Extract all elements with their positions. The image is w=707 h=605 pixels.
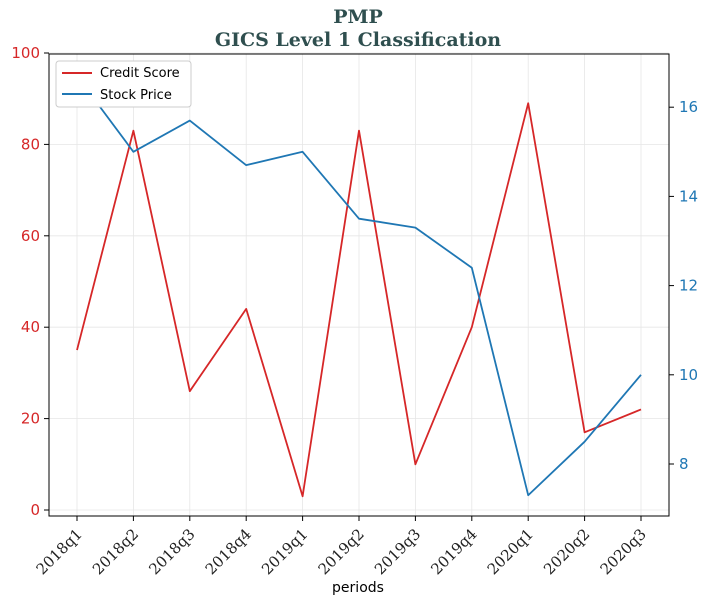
left-tick-label: 20: [21, 410, 40, 428]
x-tick-label: 2019q1: [258, 525, 311, 578]
grid: [49, 52, 669, 516]
x-tick-label: 2018q3: [145, 525, 198, 578]
legend-label-stock-price: Stock Price: [100, 88, 172, 103]
left-tick-label: 0: [30, 501, 40, 519]
legend: Credit Score Stock Price: [55, 60, 192, 108]
series-layer: [76, 75, 642, 498]
series-line-stock-price: [76, 75, 642, 497]
x-tick-label: 2019q4: [427, 525, 480, 578]
x-axis: 2018q1 2018q2 2018q3 2018q4 2019q1 2019q2 2019…: [33, 516, 650, 578]
x-tick-label: 2020q1: [484, 525, 537, 578]
right-tick-label: 12: [679, 277, 698, 295]
x-tick-label: 2020q3: [597, 525, 650, 578]
x-tick-label: 2020q2: [540, 525, 593, 578]
right-tick-label: 14: [679, 187, 698, 205]
left-tick-label: 80: [21, 135, 40, 153]
right-tick-label: 10: [679, 366, 698, 384]
right-tick-label: 16: [679, 98, 698, 116]
x-tick-label: 2018q1: [33, 525, 86, 578]
left-axis: 0 20 40 60 80 100: [11, 44, 49, 519]
right-tick-label: 8: [679, 455, 689, 473]
legend-label-credit-score: Credit Score: [100, 66, 180, 81]
x-tick-label: 2019q2: [315, 525, 368, 578]
chart-subtitle: GICS Level 1 Classification: [215, 29, 501, 51]
x-tick-label: 2019q3: [371, 525, 424, 578]
series-line-credit-score: [76, 102, 642, 498]
x-axis-label: periods: [332, 580, 384, 596]
chart-title: PMP: [333, 6, 383, 28]
x-tick-label: 2018q2: [89, 525, 142, 578]
left-tick-label: 100: [11, 44, 40, 62]
right-axis: 8 10 12 14 16: [669, 98, 698, 473]
x-tick-label: 2018q4: [202, 525, 255, 578]
left-tick-label: 60: [21, 227, 40, 245]
left-tick-label: 40: [21, 318, 40, 336]
